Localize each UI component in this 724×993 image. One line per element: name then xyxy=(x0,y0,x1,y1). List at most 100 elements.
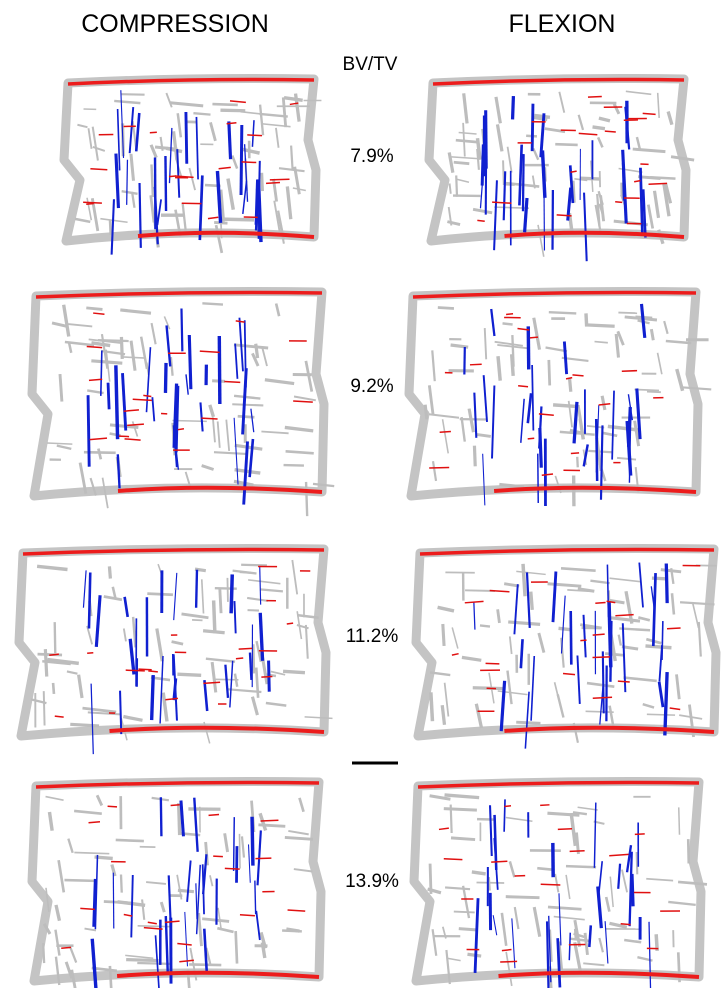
red-strut xyxy=(491,861,507,862)
bone-panel xyxy=(32,292,334,517)
blue-strut xyxy=(250,653,251,680)
blue-strut xyxy=(116,365,118,439)
red-strut xyxy=(557,215,572,216)
trabecula xyxy=(472,872,486,874)
trabecula xyxy=(467,954,481,956)
trabecula xyxy=(516,722,540,723)
red-strut xyxy=(444,859,463,860)
blue-strut xyxy=(108,383,109,410)
trabecula xyxy=(454,162,470,163)
trabecula xyxy=(476,434,490,436)
red-strut xyxy=(518,386,528,387)
blue-strut xyxy=(540,428,541,468)
blue-strut xyxy=(544,177,545,251)
red-strut xyxy=(504,806,511,807)
trabecula xyxy=(221,219,254,220)
trabecula xyxy=(512,335,513,367)
red-strut xyxy=(572,375,583,376)
red-strut xyxy=(138,669,151,670)
red-strut xyxy=(247,135,262,136)
trabecula xyxy=(549,312,576,313)
blue-strut xyxy=(255,881,256,914)
trabecula xyxy=(137,963,170,964)
blue-strut xyxy=(189,335,191,389)
blue-strut xyxy=(161,797,162,836)
red-strut xyxy=(239,648,252,649)
trabecula xyxy=(566,866,596,867)
trabecula xyxy=(283,671,305,672)
trabecula xyxy=(60,374,62,401)
trabecula xyxy=(534,115,550,117)
trabecula xyxy=(555,144,577,145)
red-strut xyxy=(148,671,158,672)
red-strut xyxy=(615,202,622,203)
blue-strut xyxy=(504,171,505,220)
trabecula xyxy=(438,308,454,309)
trabecula xyxy=(74,853,109,854)
trabecula xyxy=(647,392,661,393)
trabecula xyxy=(193,113,210,114)
trabecula xyxy=(444,809,477,810)
blue-strut xyxy=(571,611,572,665)
blue-strut xyxy=(89,573,90,629)
trabecula xyxy=(652,578,666,579)
red-strut xyxy=(242,162,257,163)
blue-strut xyxy=(186,112,187,164)
red-strut xyxy=(440,432,451,433)
red-strut xyxy=(530,337,538,338)
blue-strut xyxy=(260,613,262,661)
blue-strut xyxy=(569,933,570,960)
red-strut xyxy=(61,947,71,948)
red-strut xyxy=(643,113,656,114)
trabecula xyxy=(498,609,500,623)
blue-strut xyxy=(482,144,483,185)
red-strut xyxy=(570,851,585,852)
trabecula xyxy=(489,877,490,890)
blue-strut xyxy=(140,183,141,248)
red-strut xyxy=(169,176,176,177)
red-strut xyxy=(502,950,512,951)
blue-strut xyxy=(94,879,96,927)
blue-strut xyxy=(521,639,523,668)
trabecula xyxy=(286,929,299,931)
blue-strut xyxy=(101,350,102,395)
red-strut xyxy=(209,814,219,815)
red-strut xyxy=(615,615,633,616)
trabecula xyxy=(618,313,637,314)
blue-strut xyxy=(219,336,220,404)
trabecula xyxy=(474,446,475,467)
trabecula xyxy=(285,837,313,839)
red-strut xyxy=(287,623,293,624)
red-strut xyxy=(86,204,94,205)
bone-panel xyxy=(64,79,321,255)
measure-label: BV/TV xyxy=(343,54,398,75)
trabecula xyxy=(523,564,525,596)
trabecula xyxy=(585,325,614,326)
trabecula xyxy=(586,313,587,326)
red-strut xyxy=(593,697,612,698)
red-strut xyxy=(593,634,605,635)
column-title: FLEXION xyxy=(509,10,616,38)
trabecula xyxy=(645,646,671,648)
red-strut xyxy=(571,453,579,454)
blue-strut xyxy=(181,309,182,352)
trabecula xyxy=(179,803,180,835)
trabecula xyxy=(595,342,608,343)
trabecula xyxy=(593,127,605,129)
red-strut xyxy=(622,371,637,372)
trabecula xyxy=(220,589,221,613)
bone-panel xyxy=(416,549,716,749)
trabecula xyxy=(53,683,54,694)
red-strut xyxy=(500,961,517,962)
blue-strut xyxy=(632,874,633,906)
column-title: COMPRESSION xyxy=(81,10,269,38)
red-strut xyxy=(55,716,64,717)
trabecula xyxy=(240,834,241,869)
red-strut xyxy=(595,602,605,603)
trabecula xyxy=(116,840,144,841)
trabecula xyxy=(236,931,237,963)
bone-images xyxy=(19,79,716,989)
trabecula xyxy=(549,360,550,386)
trabecula xyxy=(647,714,675,715)
red-strut xyxy=(201,418,217,419)
